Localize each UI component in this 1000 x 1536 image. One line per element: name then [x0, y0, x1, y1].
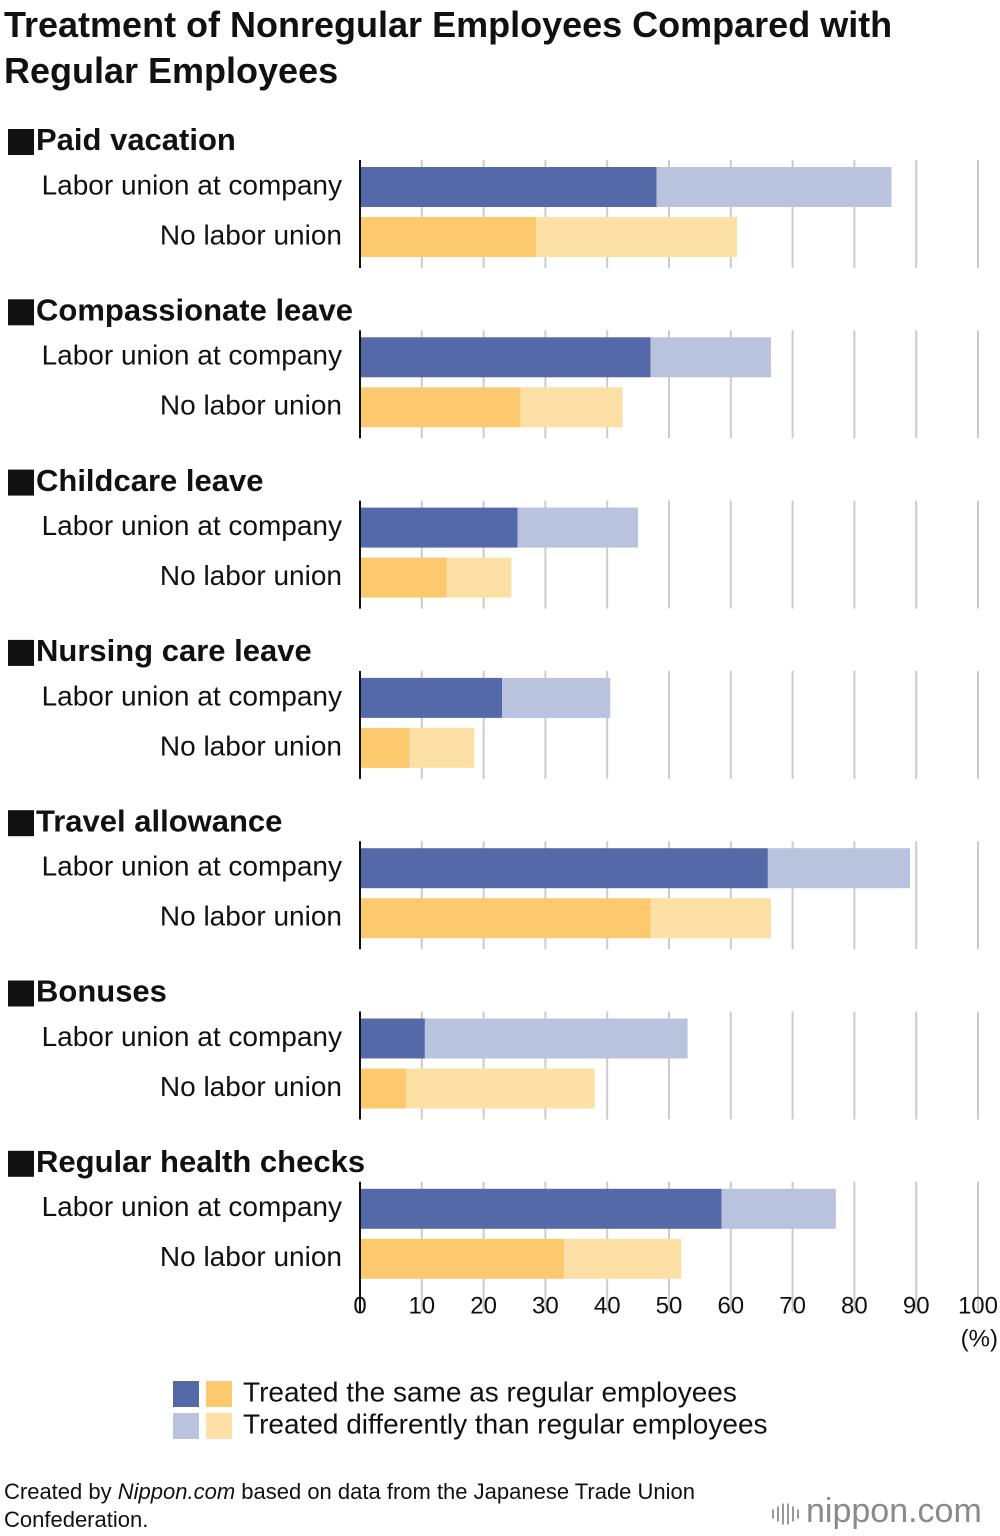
- group-marker: [8, 129, 34, 155]
- group-title: Nursing care leave: [36, 633, 312, 668]
- bar-segment: [424, 1018, 688, 1059]
- x-tick-label: 70: [779, 1292, 806, 1319]
- group-title: Childcare leave: [36, 463, 263, 498]
- source-text: based on data from the Japanese Trade Un…: [4, 1479, 696, 1532]
- bar-segment: [360, 337, 651, 378]
- group-title: Paid vacation: [36, 122, 236, 157]
- bar-segment: [721, 1188, 836, 1229]
- logo: nippon.com: [806, 1492, 982, 1530]
- bar-segment: [360, 898, 651, 939]
- group-marker: [8, 299, 34, 326]
- legend-label: Treated differently than regular employe…: [243, 1408, 768, 1439]
- bar-segment: [563, 1238, 682, 1279]
- category-label: Labor union at company: [42, 510, 342, 541]
- legend-swatch: [206, 1381, 232, 1407]
- x-tick-label: 100: [958, 1292, 998, 1319]
- group-title: Travel allowance: [36, 803, 282, 838]
- x-tick-label: 30: [532, 1292, 559, 1319]
- bar-segment: [656, 167, 892, 207]
- bar-segment: [360, 217, 537, 257]
- bar-segment: [360, 167, 657, 207]
- group-title: Bonuses: [36, 974, 167, 1009]
- logo-mark: [792, 1506, 794, 1522]
- category-label: No labor union: [160, 730, 342, 761]
- legend-swatch: [173, 1413, 199, 1439]
- group-title: Compassionate leave: [36, 292, 353, 327]
- bar-segment: [650, 337, 771, 378]
- x-tick-label: 20: [470, 1292, 497, 1319]
- chart-title: Treatment of Nonregular Employees Compar…: [4, 4, 893, 91]
- x-tick-label: 80: [841, 1292, 868, 1319]
- bar-segment: [360, 557, 447, 598]
- bar-segment: [360, 1188, 722, 1229]
- bar-segment: [446, 557, 512, 598]
- category-label: Labor union at company: [42, 680, 342, 711]
- category-label: No labor union: [160, 390, 342, 421]
- logo-mark: [797, 1509, 799, 1519]
- bar-segment: [406, 1068, 595, 1109]
- source-note: Created by Nippon.com based on data from…: [4, 1478, 744, 1534]
- group-marker: [8, 810, 34, 837]
- legend-label: Treated the same as regular employees: [243, 1376, 737, 1407]
- x-tick-label: 40: [594, 1292, 621, 1319]
- bar-segment: [360, 507, 518, 548]
- bar-segment: [360, 387, 521, 428]
- logo-mark: [772, 1509, 774, 1519]
- x-unit: (%): [961, 1325, 998, 1352]
- bar-segment: [502, 677, 611, 718]
- source-text: Created by: [4, 1479, 112, 1504]
- bar-segment: [360, 848, 768, 889]
- legend-swatch: [206, 1413, 232, 1439]
- category-label: No labor union: [160, 901, 342, 932]
- x-tick-label: 90: [903, 1292, 930, 1319]
- bar-segment: [409, 727, 475, 768]
- bar-segment: [517, 507, 639, 548]
- group-title: Regular health checks: [36, 1144, 365, 1179]
- category-label: Labor union at company: [42, 340, 342, 371]
- category-label: Labor union at company: [42, 851, 342, 882]
- bar-segment: [520, 387, 623, 428]
- bar-segment: [650, 898, 771, 939]
- x-tick-label: 60: [717, 1292, 744, 1319]
- category-label: No labor union: [160, 1241, 342, 1272]
- x-tick-label: 50: [656, 1292, 683, 1319]
- legend-swatch: [173, 1381, 199, 1407]
- group-marker: [8, 639, 34, 666]
- x-tick-label: 10: [408, 1292, 435, 1319]
- bar-segment: [360, 1238, 564, 1279]
- category-label: Labor union at company: [42, 1021, 342, 1052]
- bar-segment: [767, 848, 911, 889]
- bar-segment: [536, 217, 737, 257]
- category-label: Labor union at company: [42, 169, 342, 200]
- group-marker: [8, 469, 34, 496]
- bar-segment: [360, 1068, 407, 1109]
- logo-mark: [787, 1503, 789, 1525]
- logo-mark: [782, 1503, 784, 1525]
- group-marker: [8, 980, 34, 1007]
- category-label: No labor union: [160, 219, 342, 250]
- x-tick-label: 0: [353, 1292, 366, 1319]
- bar-segment: [360, 677, 503, 718]
- bar-segment: [360, 1018, 425, 1059]
- logo-mark: [777, 1506, 779, 1522]
- category-label: No labor union: [160, 560, 342, 591]
- group-marker: [8, 1150, 34, 1177]
- category-label: Labor union at company: [42, 1191, 342, 1222]
- category-label: No labor union: [160, 1071, 342, 1102]
- bar-segment: [360, 727, 410, 768]
- source-site: Nippon.com: [117, 1479, 236, 1504]
